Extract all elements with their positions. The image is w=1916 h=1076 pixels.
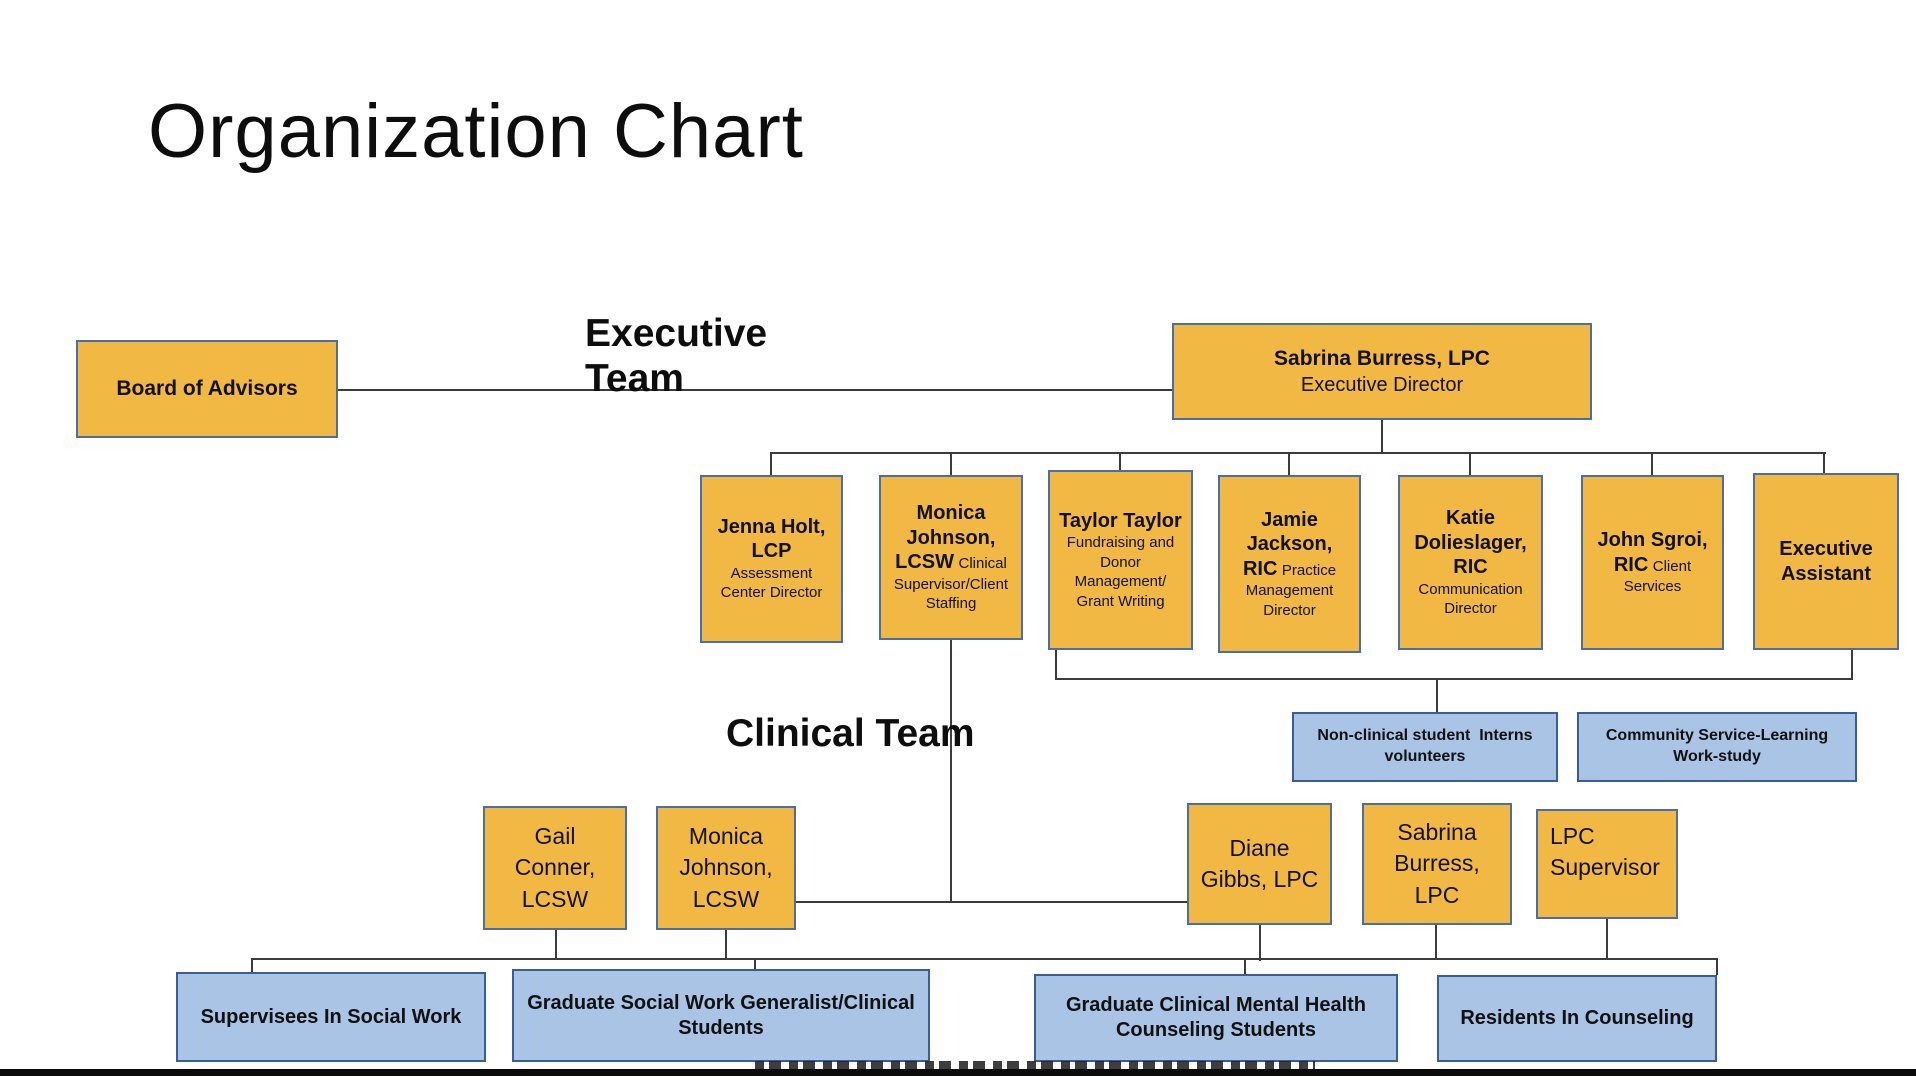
bottom-edge-bar: [0, 1069, 1916, 1076]
person-name: Katie Dolieslager, RIC: [1414, 507, 1527, 579]
connector-drop-supervisees: [251, 958, 253, 973]
person-name: Board of Advisors: [116, 377, 298, 401]
connector-support-rail: [1055, 678, 1853, 680]
connector-exec-rail: [771, 452, 1826, 454]
connector-taylor-down: [1055, 650, 1057, 678]
connector-sabrina2-down: [1435, 925, 1437, 958]
person-name: Taylor Taylor: [1059, 509, 1182, 532]
person-name: LPC Supervisor: [1550, 823, 1660, 881]
person-name: Jamie Jackson, RIC: [1242, 508, 1333, 580]
person-title: Client Services: [1623, 557, 1692, 596]
connector-diane-down: [1259, 925, 1261, 961]
person-title: Fundraising and Donor Management/ Grant …: [1066, 534, 1175, 610]
org-box-monica-johnson-clinical: Monica Johnson, LCSW: [656, 806, 796, 930]
org-box-executive-assistant: Executive Assistant: [1753, 473, 1899, 650]
box-community-service-learning: Community Service-Learning Work-study: [1577, 712, 1857, 782]
connector-exec-assistant-down: [1851, 650, 1853, 678]
box-supervisees-social-work: Supervisees In Social Work: [176, 972, 486, 1062]
connector-drop-taylor: [1119, 452, 1121, 470]
box-nonclinical-volunteers: Non-clinical student Interns volunteers: [1292, 712, 1558, 782]
org-box-board-of-advisors: Board of Advisors: [76, 340, 338, 438]
connector-drop-grad-sw: [754, 958, 756, 971]
person-title: Communication Director: [1418, 580, 1523, 618]
connector-drop-monica: [950, 452, 952, 475]
org-box-john-sgroi: John Sgroi, RIC Client Services: [1581, 475, 1724, 650]
org-box-monica-johnson-exec: Monica Johnson, LCSW Clinical Supervisor…: [879, 475, 1023, 640]
org-box-katie-dolieslager: Katie Dolieslager, RIC Communication Dir…: [1398, 475, 1543, 650]
box-residents-in-counseling: Residents In Counseling: [1437, 975, 1717, 1062]
org-box-executive-director: Sabrina Burress, LPC Executive Director: [1172, 323, 1592, 420]
person-title: Executive Director: [1300, 374, 1464, 397]
person-name: Monica Johnson, LCSW: [679, 823, 773, 912]
connector-drop-nonclinical: [1436, 678, 1438, 712]
connector-monica-to-clinical: [950, 640, 952, 902]
person-title: Clinical Supervisor/Client Staffing: [893, 555, 1009, 613]
person-title: Practice Management Director: [1245, 561, 1337, 619]
connector-drop-katie: [1469, 452, 1471, 475]
person-name: Sabrina Burress, LPC: [1394, 819, 1480, 908]
connector-drop-grad-cmh: [1244, 958, 1246, 975]
person-title: Assessment Center Director: [720, 564, 823, 602]
connector-director-drop: [1381, 420, 1383, 452]
org-box-jamie-jackson: Jamie Jackson, RIC Practice Management D…: [1218, 475, 1361, 653]
org-box-jenna-holt: Jenna Holt, LCP Assessment Center Direct…: [700, 475, 843, 643]
connector-students-rail: [251, 958, 1718, 960]
org-box-diane-gibbs: Diane Gibbs, LPC: [1187, 803, 1332, 925]
org-box-taylor-taylor: Taylor Taylor Fundraising and Donor Mana…: [1048, 470, 1193, 650]
connector-drop-jamie: [1288, 452, 1290, 475]
clinical-team-label: Clinical Team: [726, 712, 975, 755]
person-name: Monica Johnson, LCSW: [895, 502, 996, 574]
cutoff-footer-text: [755, 1061, 1315, 1069]
person-name: Executive Assistant: [1779, 538, 1873, 585]
box-grad-clinical-mh-students: Graduate Clinical Mental Health Counseli…: [1034, 974, 1398, 1062]
connector-drop-residents: [1716, 958, 1718, 975]
person-name: Jenna Holt, LCP: [717, 516, 826, 563]
person-name: Sabrina Burress, LPC: [1274, 346, 1490, 370]
org-box-lpc-supervisor: LPC Supervisor: [1536, 809, 1678, 919]
connector-monica2-down: [725, 930, 727, 958]
connector-board-to-director: [338, 389, 1172, 391]
connector-drop-exec-assistant: [1823, 452, 1825, 473]
person-name: Diane Gibbs, LPC: [1200, 834, 1319, 892]
box-grad-social-work-students: Graduate Social Work Generalist/Clinical…: [512, 969, 930, 1062]
connector-drop-john: [1651, 452, 1653, 475]
person-name: Gail Conner, LCSW: [514, 823, 596, 912]
org-box-gail-conner: Gail Conner, LCSW: [483, 806, 627, 930]
org-box-sabrina-burress-clinical: Sabrina Burress, LPC: [1362, 803, 1512, 925]
person-name: John Sgroi, RIC: [1597, 529, 1708, 576]
connector-lpc-down: [1606, 919, 1608, 958]
executive-team-label: Executive Team: [585, 312, 768, 400]
page-title: Organization Chart: [148, 89, 804, 174]
connector-clinical-cross: [795, 901, 1187, 903]
connector-drop-jenna: [770, 452, 772, 475]
connector-gail-down: [555, 930, 557, 958]
